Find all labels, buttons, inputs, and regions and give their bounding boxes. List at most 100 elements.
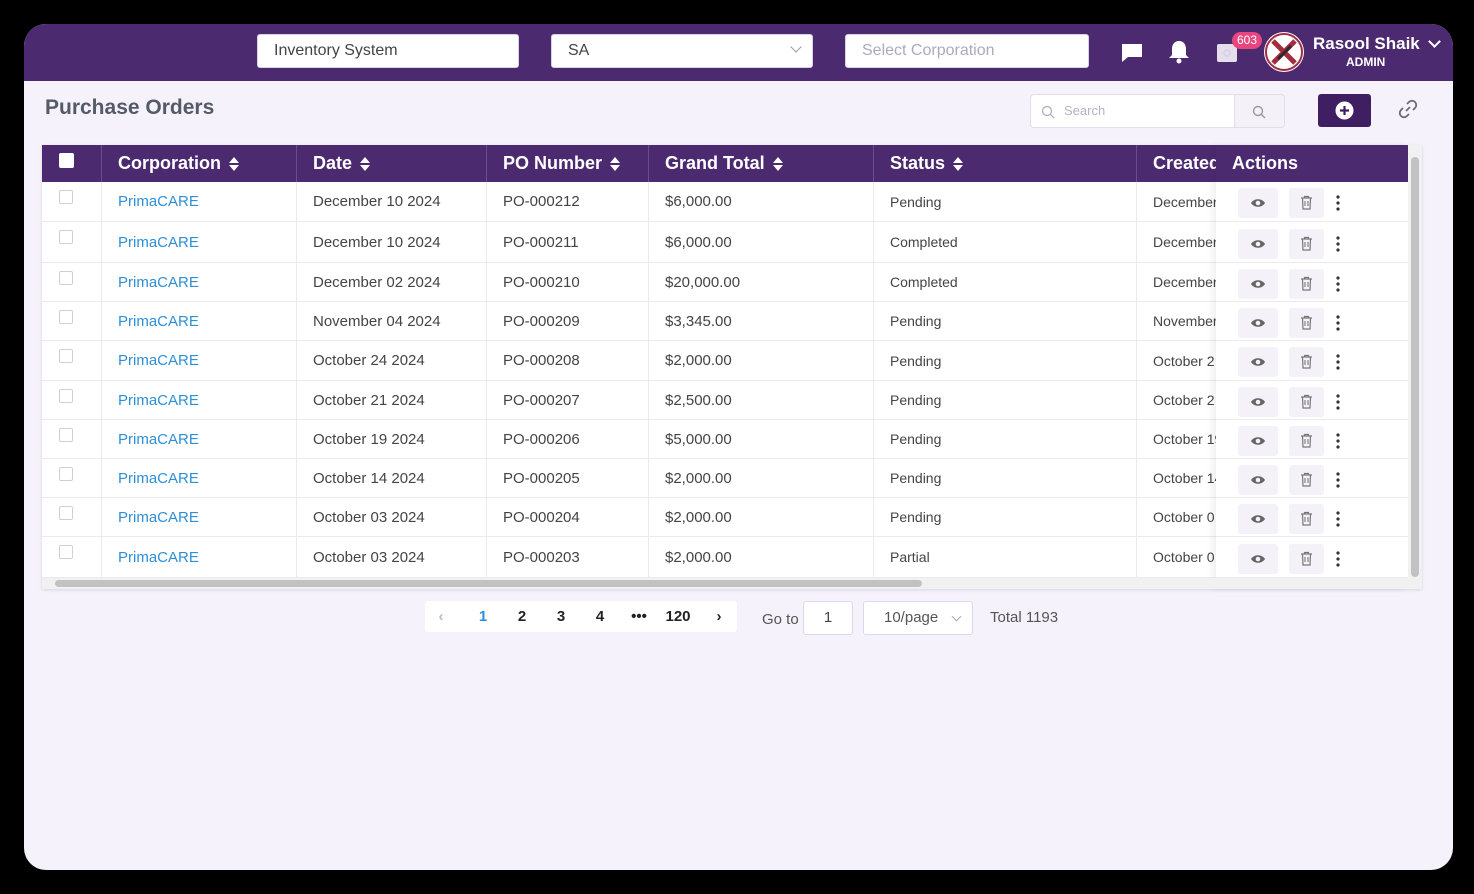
delete-button[interactable] bbox=[1289, 465, 1324, 495]
column-po-number[interactable]: PO Number bbox=[487, 145, 649, 182]
view-button[interactable] bbox=[1238, 347, 1278, 377]
more-actions-button[interactable] bbox=[1332, 269, 1344, 299]
eye-icon bbox=[1251, 555, 1265, 563]
more-actions-button[interactable] bbox=[1332, 387, 1344, 417]
sort-icon[interactable] bbox=[953, 156, 964, 172]
date-cell: October 19 2024 bbox=[297, 420, 487, 458]
page-120[interactable]: 120 bbox=[665, 608, 691, 625]
bell-icon[interactable] bbox=[1165, 38, 1193, 66]
po-number-cell: PO-000210 bbox=[487, 263, 649, 301]
corporation-link[interactable]: PrimaCARE bbox=[102, 222, 297, 262]
row-checkbox[interactable] bbox=[59, 389, 73, 403]
more-vertical-icon bbox=[1336, 195, 1340, 211]
more-actions-button[interactable] bbox=[1332, 544, 1344, 574]
more-actions-button[interactable] bbox=[1332, 347, 1344, 377]
link-icon[interactable] bbox=[1396, 97, 1420, 121]
more-actions-button[interactable] bbox=[1332, 426, 1344, 456]
row-checkbox[interactable] bbox=[59, 190, 73, 204]
notification-badge: 603 bbox=[1232, 32, 1263, 49]
row-checkbox[interactable] bbox=[59, 271, 73, 285]
sort-icon[interactable] bbox=[360, 156, 371, 172]
delete-button[interactable] bbox=[1289, 544, 1324, 574]
search-button[interactable] bbox=[1235, 94, 1285, 128]
page-ellipsis[interactable]: ••• bbox=[631, 608, 647, 625]
page-4[interactable]: 4 bbox=[595, 608, 605, 625]
horizontal-scrollbar[interactable] bbox=[42, 578, 1408, 589]
page-2[interactable]: 2 bbox=[517, 608, 527, 625]
search-input[interactable]: Search bbox=[1030, 94, 1235, 128]
corporation-link[interactable]: PrimaCARE bbox=[102, 341, 297, 380]
system-field[interactable]: Inventory System bbox=[257, 34, 519, 68]
delete-button[interactable] bbox=[1289, 308, 1324, 338]
row-checkbox[interactable] bbox=[59, 467, 73, 481]
view-button[interactable] bbox=[1238, 504, 1278, 534]
view-button[interactable] bbox=[1238, 229, 1278, 259]
more-actions-button[interactable] bbox=[1332, 465, 1344, 495]
view-button[interactable] bbox=[1238, 188, 1278, 218]
more-actions-button[interactable] bbox=[1332, 188, 1344, 218]
column-status[interactable]: Status bbox=[874, 145, 1137, 182]
corporation-link[interactable]: PrimaCARE bbox=[102, 459, 297, 497]
row-select-cell bbox=[42, 459, 102, 497]
row-checkbox[interactable] bbox=[59, 506, 73, 520]
table-header: Corporation Date PO Number Grand Total S… bbox=[42, 145, 1408, 182]
more-actions-button[interactable] bbox=[1332, 504, 1344, 534]
goto-page-input[interactable]: 1 bbox=[803, 601, 853, 635]
column-corporation[interactable]: Corporation bbox=[102, 145, 297, 182]
avatar[interactable] bbox=[1264, 32, 1304, 72]
vertical-scrollbar-thumb[interactable] bbox=[1411, 157, 1419, 577]
delete-button[interactable] bbox=[1289, 504, 1324, 534]
row-select-cell bbox=[42, 222, 102, 262]
select-all-checkbox[interactable] bbox=[59, 153, 74, 168]
more-actions-button[interactable] bbox=[1332, 229, 1344, 259]
column-grand-total[interactable]: Grand Total bbox=[649, 145, 874, 182]
view-button[interactable] bbox=[1238, 269, 1278, 299]
pagination: ‹ 1 2 3 4 ••• 120 › bbox=[425, 601, 737, 632]
row-checkbox[interactable] bbox=[59, 349, 73, 363]
view-button[interactable] bbox=[1238, 387, 1278, 417]
corporation-link[interactable]: PrimaCARE bbox=[102, 420, 297, 458]
row-checkbox[interactable] bbox=[59, 230, 73, 244]
sort-icon[interactable] bbox=[772, 156, 783, 172]
delete-button[interactable] bbox=[1289, 387, 1324, 417]
corporation-link[interactable]: PrimaCARE bbox=[102, 498, 297, 536]
delete-button[interactable] bbox=[1289, 426, 1324, 456]
view-button[interactable] bbox=[1238, 308, 1278, 338]
row-checkbox[interactable] bbox=[59, 545, 73, 559]
corporation-link[interactable]: PrimaCARE bbox=[102, 263, 297, 301]
sort-icon[interactable] bbox=[610, 156, 621, 172]
user-name[interactable]: Rasool Shaik bbox=[1313, 34, 1420, 53]
sort-icon[interactable] bbox=[229, 156, 239, 172]
row-checkbox[interactable] bbox=[59, 428, 73, 442]
user-role: ADMIN bbox=[1346, 55, 1386, 69]
page-size-select[interactable]: 10/page bbox=[863, 601, 973, 635]
prev-page-icon[interactable]: ‹ bbox=[438, 608, 444, 625]
corporation-link[interactable]: PrimaCARE bbox=[102, 302, 297, 340]
page-3[interactable]: 3 bbox=[556, 608, 566, 625]
vertical-scrollbar[interactable] bbox=[1408, 145, 1422, 589]
view-button[interactable] bbox=[1238, 426, 1278, 456]
next-page-icon[interactable]: › bbox=[716, 608, 722, 625]
page-1[interactable]: 1 bbox=[478, 608, 488, 625]
column-created[interactable]: Created bbox=[1137, 145, 1408, 182]
view-button[interactable] bbox=[1238, 544, 1278, 574]
row-checkbox[interactable] bbox=[59, 310, 73, 324]
chevron-down-icon[interactable] bbox=[1428, 35, 1441, 48]
cart-icon[interactable] bbox=[1213, 38, 1241, 66]
column-date[interactable]: Date bbox=[297, 145, 487, 182]
delete-button[interactable] bbox=[1289, 269, 1324, 299]
chat-icon[interactable] bbox=[1118, 38, 1146, 66]
corporation-link[interactable]: PrimaCARE bbox=[102, 537, 297, 577]
corporation-select[interactable]: Select Corporation bbox=[845, 34, 1089, 68]
delete-button[interactable] bbox=[1289, 188, 1324, 218]
delete-button[interactable] bbox=[1289, 229, 1324, 259]
add-purchase-order-button[interactable] bbox=[1318, 94, 1371, 127]
region-select[interactable]: SA bbox=[551, 34, 813, 68]
more-actions-button[interactable] bbox=[1332, 308, 1344, 338]
corporation-link[interactable]: PrimaCARE bbox=[102, 182, 297, 221]
horizontal-scrollbar-thumb[interactable] bbox=[55, 580, 922, 587]
corporation-link[interactable]: PrimaCARE bbox=[102, 381, 297, 419]
date-cell: October 03 2024 bbox=[297, 537, 487, 577]
delete-button[interactable] bbox=[1289, 347, 1324, 377]
view-button[interactable] bbox=[1238, 465, 1278, 495]
